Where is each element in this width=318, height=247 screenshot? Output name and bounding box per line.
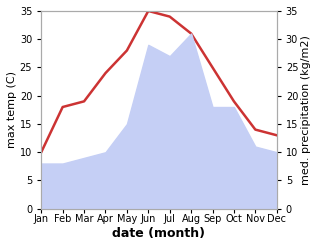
X-axis label: date (month): date (month)	[113, 227, 205, 240]
Y-axis label: max temp (C): max temp (C)	[7, 71, 17, 148]
Y-axis label: med. precipitation (kg/m2): med. precipitation (kg/m2)	[301, 35, 311, 185]
